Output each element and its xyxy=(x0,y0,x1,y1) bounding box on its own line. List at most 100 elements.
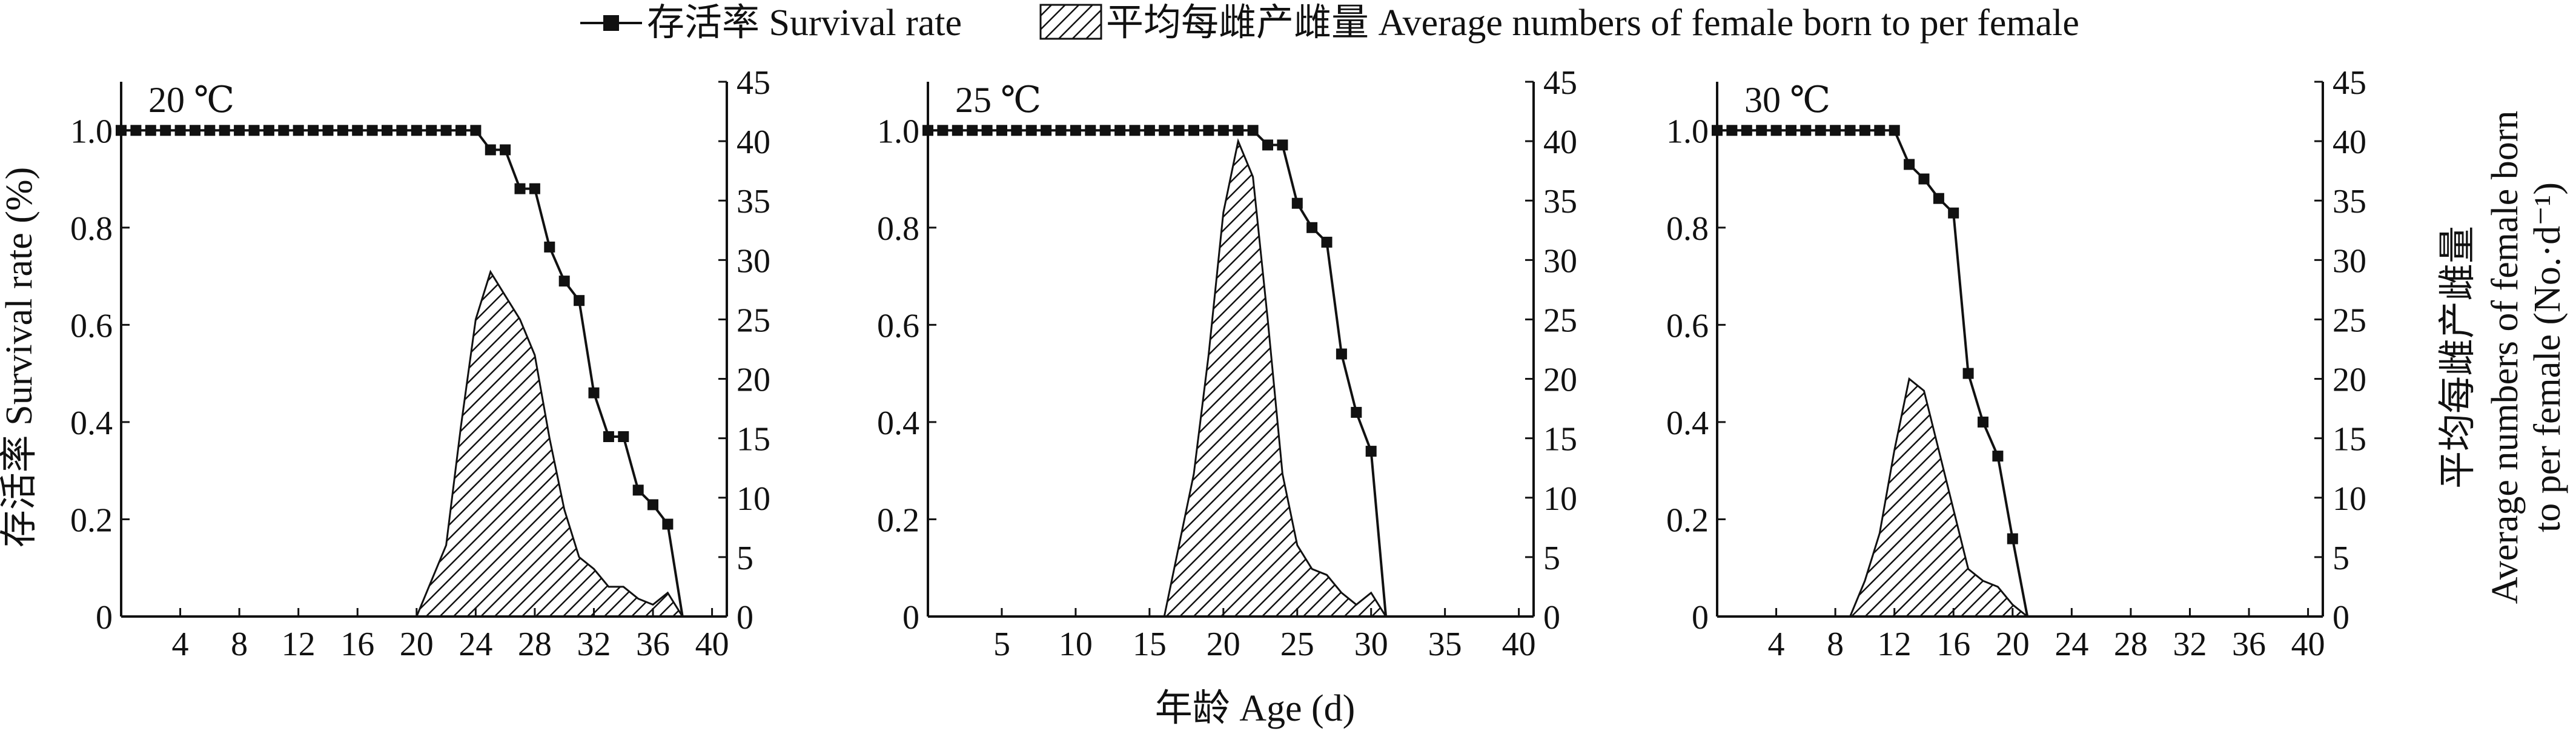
chart-panel-2: 0 0.2 0.4 0.6 0.8 1.0 0 5 10 15 20 25 30 35 40 45 5 10 15 2… xyxy=(877,64,1577,663)
survival-point xyxy=(1099,125,1111,136)
y-right-tick-label: 40 xyxy=(737,124,770,161)
x-tick-label: 20 xyxy=(1207,626,1240,663)
y-right-tick-label: 25 xyxy=(1543,302,1577,339)
survival-point xyxy=(514,183,526,194)
survival-point xyxy=(1070,125,1081,136)
x-tick-label: 36 xyxy=(636,626,670,663)
x-tick-label: 5 xyxy=(993,626,1010,663)
panel-title: 30 ℃ xyxy=(1744,80,1830,120)
survival-point xyxy=(1144,125,1155,136)
survival-point xyxy=(981,125,993,136)
fecundity-area xyxy=(415,269,684,618)
y-right-tick-label: 35 xyxy=(1543,183,1577,220)
survival-point xyxy=(1114,125,1126,136)
y-left-tick-label: 0.6 xyxy=(70,307,113,345)
x-tick-label: 24 xyxy=(2055,626,2088,663)
survival-point xyxy=(1336,348,1347,360)
survival-point xyxy=(278,125,290,136)
survival-point xyxy=(160,125,171,136)
survival-point xyxy=(1262,139,1273,151)
y-right-tick-label: 5 xyxy=(1543,540,1560,577)
survival-point xyxy=(263,125,274,136)
fecundity-area xyxy=(1163,138,1401,618)
survival-point xyxy=(352,125,363,136)
survival-point xyxy=(382,125,392,136)
y-right-tick-label: 15 xyxy=(1543,421,1577,458)
y-axis-right-title-cn: 平均每雌产雌量 xyxy=(2437,226,2478,489)
survival-point xyxy=(1933,193,1944,204)
y-right-tick-label: 15 xyxy=(2333,421,2366,458)
survival-point xyxy=(1756,125,1767,136)
y-right-tick-label: 25 xyxy=(2333,302,2366,339)
y-right-tick-label: 5 xyxy=(737,540,753,577)
survival-point xyxy=(632,484,644,496)
survival-line xyxy=(928,129,1388,617)
survival-point xyxy=(130,125,142,136)
survival-point xyxy=(1173,125,1185,136)
y-right-tick-label: 20 xyxy=(1543,362,1577,399)
y-left-tick-label: 0.6 xyxy=(1666,307,1709,345)
survival-point xyxy=(1844,125,1856,136)
survival-point xyxy=(544,241,555,253)
panel-title: 20 ℃ xyxy=(148,80,234,120)
survival-point xyxy=(1277,139,1288,151)
legend: 存活率 Survival rate 平均每雌产雌量 Average number… xyxy=(580,2,2079,44)
survival-point xyxy=(366,125,378,136)
x-tick-label: 24 xyxy=(459,626,492,663)
survival-point xyxy=(1041,125,1052,136)
x-tick-label: 30 xyxy=(1354,626,1388,663)
y-left-tick-label: 0.2 xyxy=(1666,501,1709,539)
y-right-tick-label: 0 xyxy=(2333,599,2349,636)
y-right-tick-label: 10 xyxy=(1543,480,1577,518)
y-left-tick-label: 0.4 xyxy=(70,405,113,442)
legend-fecundity-swatch xyxy=(1039,4,1102,40)
y-left-tick-label: 0 xyxy=(96,599,113,636)
x-tick-label: 20 xyxy=(1996,626,2030,663)
y-right-tick-label: 30 xyxy=(737,242,770,280)
survival-point xyxy=(574,295,585,306)
survival-point xyxy=(1815,125,1826,136)
survival-point xyxy=(322,125,334,136)
survival-point xyxy=(618,431,629,442)
x-tick-label: 8 xyxy=(231,626,248,663)
x-tick-label: 40 xyxy=(2291,626,2325,663)
survival-point xyxy=(411,125,422,136)
survival-point xyxy=(1726,125,1738,136)
y-axis-right-title-en-2: to per female (No.·d⁻¹) xyxy=(2527,182,2568,532)
y-axis-left-title: 存活率 Survival rate (%) xyxy=(0,167,40,547)
survival-point xyxy=(426,125,437,136)
survival-point xyxy=(603,431,614,442)
fecundity-area xyxy=(1849,377,2042,618)
survival-point xyxy=(647,499,658,511)
x-tick-label: 10 xyxy=(1059,626,1093,663)
y-right-tick-label: 0 xyxy=(1543,599,1560,636)
x-tick-label: 4 xyxy=(1768,626,1785,663)
survival-point xyxy=(470,125,482,136)
survival-point xyxy=(1351,406,1362,418)
y-left-tick-label: 0.8 xyxy=(1666,210,1709,248)
x-tick-label: 20 xyxy=(400,626,434,663)
x-tick-label: 25 xyxy=(1280,626,1314,663)
y-left-tick-label: 0 xyxy=(1692,599,1709,636)
chart-panel-3: 0 0.2 0.4 0.6 0.8 1.0 0 5 10 15 20 25 30 35 40 45 4 8 12 16… xyxy=(1666,64,2366,663)
panel-title: 25 ℃ xyxy=(955,80,1041,120)
y-right-tick-label: 45 xyxy=(1543,64,1577,102)
legend-fecundity-label: 平均每雌产雌量 Average numbers of female born t… xyxy=(1106,2,2079,44)
survival-point xyxy=(996,125,1007,136)
survival-point xyxy=(1055,125,1067,136)
survival-point xyxy=(1904,159,1915,170)
survival-point xyxy=(558,276,570,287)
y-right-tick-label: 35 xyxy=(737,183,770,220)
survival-point xyxy=(485,144,496,156)
survival-point xyxy=(967,125,978,136)
x-tick-label: 32 xyxy=(2173,626,2207,663)
survival-point xyxy=(937,125,949,136)
survival-point xyxy=(1085,125,1096,136)
x-tick-label: 8 xyxy=(1827,626,1844,663)
y-left-tick-label: 0 xyxy=(902,599,919,636)
survival-point xyxy=(529,183,540,194)
y-axis-right-title-en-1: Average numbers of female born xyxy=(2485,111,2526,604)
survival-point xyxy=(588,387,600,398)
